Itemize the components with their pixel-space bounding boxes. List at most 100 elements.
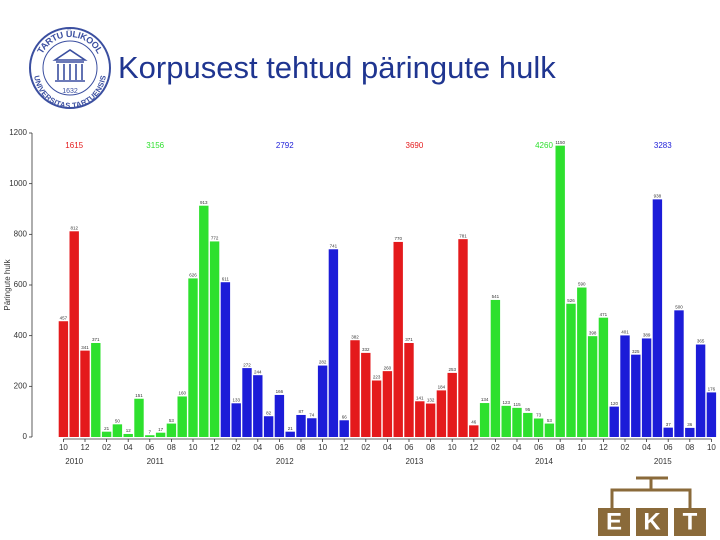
value-label: 590 [578,282,586,287]
value-label: 260 [384,365,392,370]
value-label: 46 [471,420,477,425]
bar [155,432,166,437]
logo-lines [610,476,692,508]
x-tick-label: 10 [189,443,198,452]
value-label: 401 [621,330,629,335]
value-label: 37 [666,422,672,427]
value-label: 332 [362,347,370,352]
value-label: 938 [654,194,662,199]
bar [706,392,717,437]
bar [242,368,252,437]
bar [69,231,79,437]
bar [112,424,123,437]
value-label: 134 [481,397,489,402]
x-tick-label: 08 [556,443,565,452]
bar [253,375,263,437]
year-label: 2014 [535,457,553,466]
x-tick-label: 12 [469,443,478,452]
value-label: 151 [135,393,143,398]
x-tick-label: 08 [426,443,435,452]
bar [512,407,522,437]
y-tick-label: 0 [23,432,28,441]
bar [199,205,209,437]
x-tick-label: 12 [340,443,349,452]
bar [231,403,241,437]
bar [274,394,285,437]
value-label: 53 [169,418,175,423]
x-tick-label: 02 [102,443,111,452]
bar [263,416,274,437]
bar [393,241,403,437]
bar [587,336,598,437]
y-tick-label: 400 [14,331,28,340]
bar [598,317,609,437]
value-label: 389 [643,333,651,338]
x-tick-label: 10 [318,443,327,452]
logo-letter: K [643,508,661,535]
bar [317,365,328,437]
value-label: 7 [149,429,152,434]
bar [555,145,565,437]
value-label: 223 [373,375,381,380]
value-label: 371 [92,337,100,342]
value-label: 253 [448,367,456,372]
value-label: 781 [459,233,467,238]
bar [58,321,69,437]
value-label: 913 [200,200,208,205]
bar [479,403,490,437]
x-tick-label: 02 [361,443,370,452]
bar [458,239,468,437]
x-tick-label: 06 [405,443,414,452]
bar [361,352,371,437]
value-label: 741 [330,243,338,248]
seal-ring [29,27,111,109]
bar [145,435,155,437]
value-label: 184 [438,385,446,390]
value-label: 526 [567,298,575,303]
bar [490,299,501,437]
bar [620,335,630,437]
year-label: 2011 [147,457,165,466]
x-tick-label: 02 [621,443,630,452]
bar [652,199,663,437]
value-label: 812 [70,225,78,230]
bar [685,427,695,437]
value-label: 87 [298,409,304,414]
logo-box [674,508,706,536]
x-tick-label: 12 [599,443,608,452]
logo-letter: T [683,508,698,535]
seal-top-text: TARTU ÜLIKOOL [36,29,105,56]
value-label: 382 [351,334,359,339]
value-label: 371 [405,337,413,342]
logo-box [598,508,630,536]
university-seal [29,27,111,109]
value-label: 82 [266,410,272,415]
bar [566,303,576,437]
x-tick-label: 06 [664,443,673,452]
x-tick-label: 10 [707,443,716,452]
bar [328,249,339,437]
y-tick-label: 600 [14,280,28,289]
group-total: 3283 [654,141,672,150]
value-label: 120 [610,401,618,406]
x-tick-label: 02 [491,443,500,452]
x-tick-label: 10 [59,443,68,452]
value-label: 133 [232,397,240,402]
y-axis-label: Päringute hulk [3,258,12,310]
bar [577,287,587,437]
value-label: 123 [502,400,510,405]
value-label: 66 [342,414,348,419]
group-total: 2792 [276,141,294,150]
value-label: 50 [115,419,121,424]
bar [382,371,393,437]
bar [134,398,144,437]
year-label: 2012 [276,457,294,466]
value-label: 1150 [555,140,565,145]
x-tick-label: 10 [448,443,457,452]
value-label: 141 [416,395,424,400]
seal-building [52,49,88,82]
value-label: 95 [525,407,531,412]
x-tick-label: 06 [275,443,284,452]
value-label: 770 [394,236,402,241]
logo-box [636,508,668,536]
